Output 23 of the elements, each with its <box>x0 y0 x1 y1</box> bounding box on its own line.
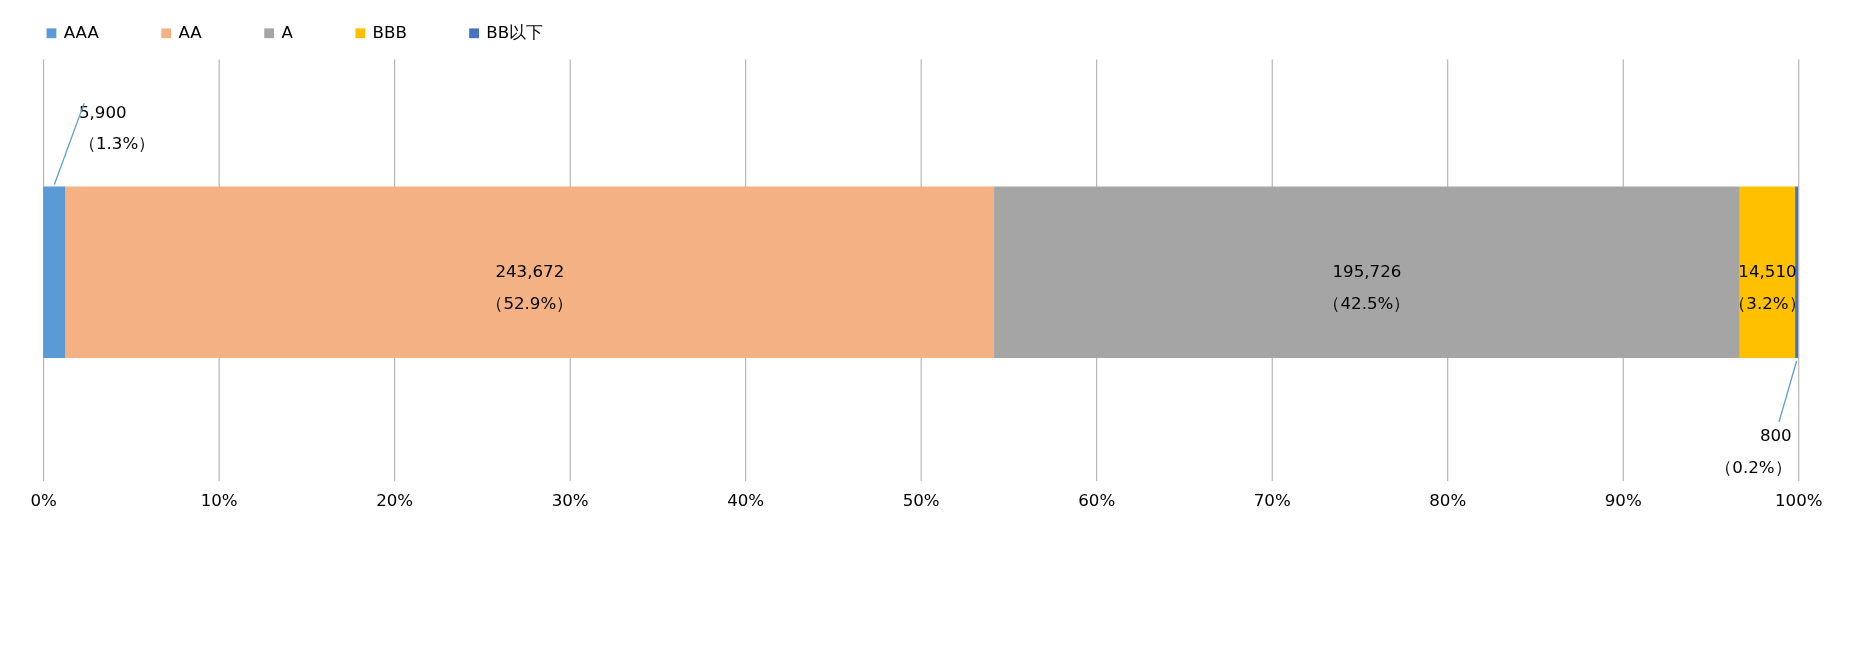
data-label: 195,726 （42.5%） <box>1323 262 1411 313</box>
bar <box>1795 186 1799 359</box>
legend-label: AA <box>178 23 203 43</box>
x-tick-label: 100% <box>1774 490 1823 510</box>
x-tick-label: 80% <box>1429 490 1467 510</box>
x-tick-label: 0% <box>30 490 57 510</box>
x-tick-label: 10% <box>200 490 238 510</box>
x-tick-label: 50% <box>902 490 940 510</box>
legend-label: AAA <box>63 23 100 43</box>
legend-label: A <box>281 23 294 43</box>
x-tick-label: 30% <box>551 490 589 510</box>
data-label: 800 （0.2%） <box>1715 426 1792 477</box>
x-tick-label: 40% <box>727 490 765 510</box>
bar <box>1739 186 1796 359</box>
x-tick-label: 70% <box>1253 490 1291 510</box>
x-tick-label: 20% <box>376 490 414 510</box>
x-tick-label: 90% <box>1604 490 1642 510</box>
data-label: 243,672 （52.9%） <box>486 262 574 313</box>
data-label: 5,900 （1.3%） <box>78 102 156 154</box>
legend-label: BBB <box>372 23 407 43</box>
x-tick-label: 60% <box>1078 490 1116 510</box>
bar <box>65 186 995 359</box>
legend-label: BB以下 <box>486 23 544 43</box>
